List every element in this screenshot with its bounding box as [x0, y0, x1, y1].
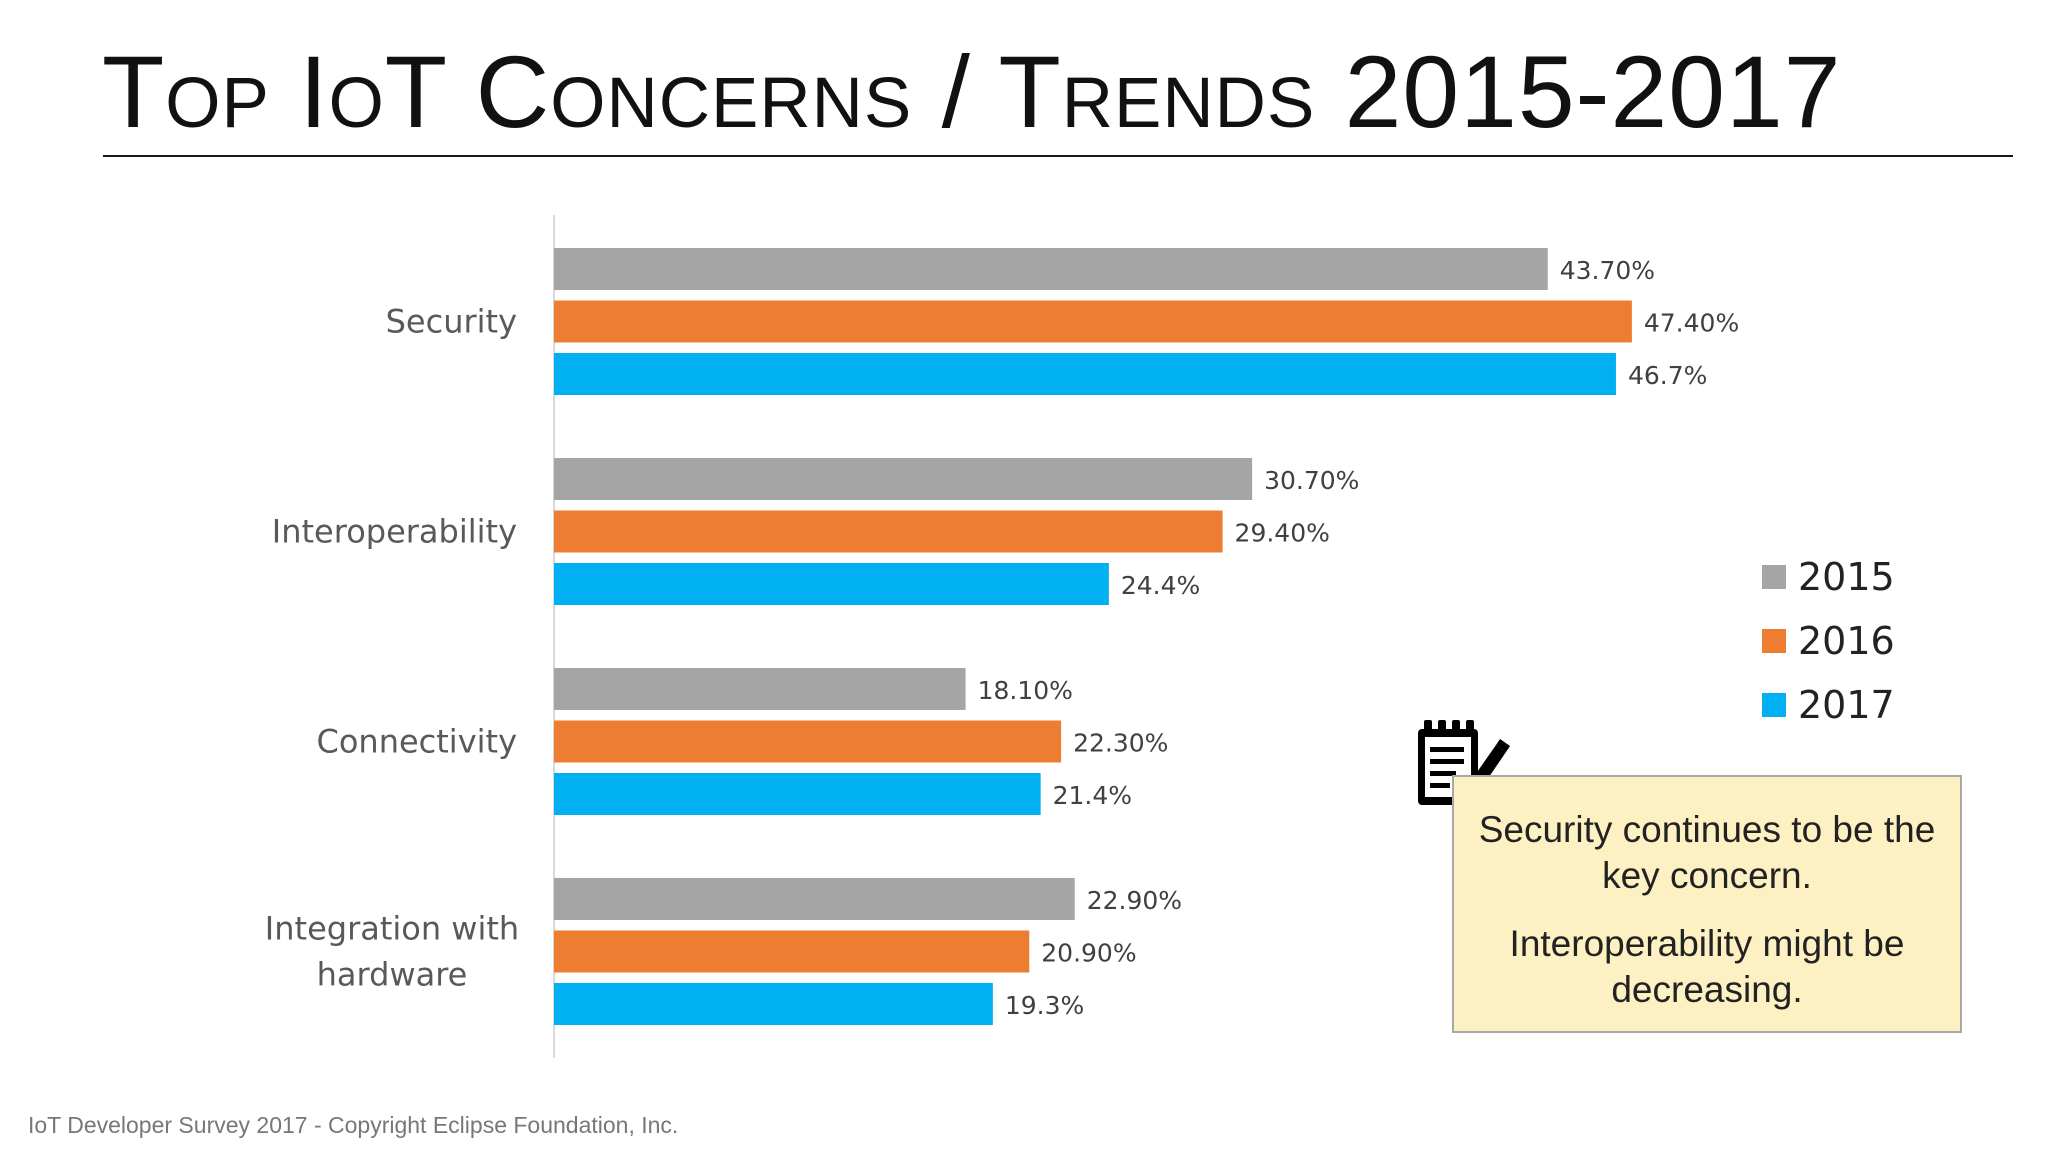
callout-note: Security continues to be the key concern…: [1452, 775, 1962, 1033]
legend-item-2015: 2015: [1762, 545, 1895, 609]
category-label-integration-with-hardware: Integration with hardware: [265, 910, 519, 994]
data-label-interoperability-2015: 30.70%: [1264, 466, 1359, 495]
data-label-connectivity-2016: 22.30%: [1073, 729, 1168, 758]
bar-security-2016: [554, 300, 1632, 343]
bar-security-2017: [554, 353, 1616, 395]
legend-item-2017: 2017: [1762, 673, 1895, 737]
category-label-interoperability: Interoperability: [272, 513, 517, 551]
data-label-connectivity-2015: 18.10%: [978, 676, 1073, 705]
data-label-connectivity-2017: 21.4%: [1053, 781, 1132, 810]
legend-label-2017: 2017: [1798, 683, 1895, 727]
legend-item-2016: 2016: [1762, 609, 1895, 673]
bar-connectivity-2015: [554, 668, 966, 710]
bar-connectivity-2016: [554, 720, 1062, 763]
bar-security-2015: [554, 248, 1548, 290]
legend-label-2016: 2016: [1798, 619, 1895, 663]
title-underline: [103, 155, 2013, 157]
data-label-interoperability-2016: 29.40%: [1235, 519, 1330, 548]
bar-integration-with-hardware-2017: [554, 983, 993, 1025]
bar-interoperability-2015: [554, 458, 1253, 500]
data-label-integration-with-hardware-2015: 22.90%: [1087, 886, 1182, 915]
data-label-security-2015: 43.70%: [1560, 256, 1655, 285]
category-label-security: Security: [386, 303, 517, 341]
bar-interoperability-2016: [554, 510, 1223, 553]
data-label-integration-with-hardware-2016: 20.90%: [1041, 939, 1136, 968]
callout-line-interoperability: Interoperability might be decreasing.: [1509, 923, 1905, 1010]
legend-swatch-2015: [1762, 565, 1786, 589]
data-label-security-2017: 46.7%: [1628, 361, 1707, 390]
footer-copyright: IoT Developer Survey 2017 - Copyright Ec…: [28, 1112, 679, 1138]
bar-connectivity-2017: [554, 773, 1041, 815]
category-label-connectivity: Connectivity: [316, 723, 517, 761]
data-label-integration-with-hardware-2017: 19.3%: [1005, 991, 1084, 1020]
bar-interoperability-2017: [554, 563, 1109, 605]
legend-swatch-2017: [1762, 693, 1786, 717]
page-title: Top IoT Concerns / Trends 2015-2017: [102, 35, 1842, 149]
data-label-security-2016: 47.40%: [1644, 309, 1739, 338]
bar-integration-with-hardware-2016: [554, 930, 1030, 973]
callout-line-security: Security continues to be the key concern…: [1478, 809, 1936, 896]
data-label-interoperability-2017: 24.4%: [1121, 571, 1200, 600]
legend-swatch-2016: [1762, 629, 1786, 653]
chart-legend: 2015 2016 2017: [1762, 545, 1895, 737]
legend-label-2015: 2015: [1798, 555, 1895, 599]
bar-integration-with-hardware-2015: [554, 878, 1075, 920]
